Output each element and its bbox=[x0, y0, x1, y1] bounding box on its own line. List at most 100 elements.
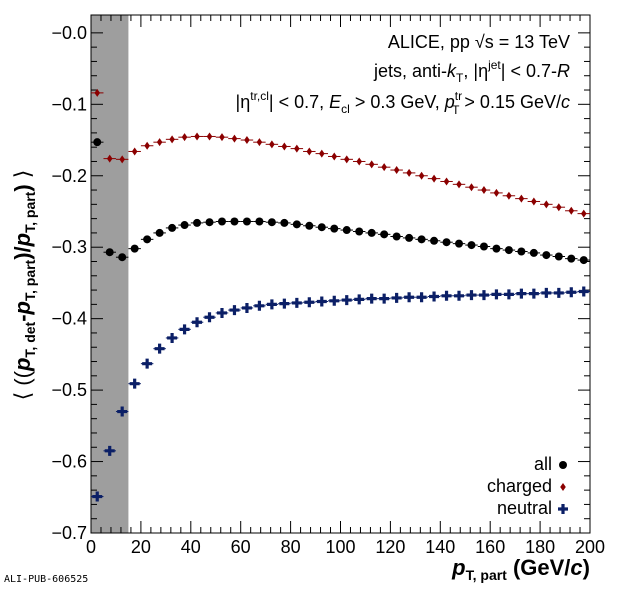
data-point-charged bbox=[381, 163, 387, 172]
data-point-all bbox=[479, 242, 488, 251]
data-point-charged bbox=[406, 168, 412, 177]
data-point-all bbox=[143, 235, 152, 244]
data-point-charged bbox=[131, 147, 138, 156]
data-point-neutral bbox=[454, 290, 465, 301]
x-tick-label: 0 bbox=[86, 537, 96, 557]
legend-label-neutral: neutral bbox=[497, 498, 552, 518]
data-point-all bbox=[267, 218, 276, 227]
data-point-all bbox=[517, 247, 526, 256]
legend-label-all: all bbox=[534, 454, 552, 474]
data-point-charged bbox=[580, 209, 587, 218]
data-point-charged bbox=[456, 180, 462, 189]
data-point-neutral bbox=[391, 292, 402, 303]
data-point-neutral bbox=[329, 295, 340, 306]
x-axis-ticks: 0 20 40 60 80 100 120 140 160 180 200 bbox=[86, 15, 605, 557]
x-tick-label: 40 bbox=[181, 537, 201, 557]
y-axis-ticks: −0.0 −0.1 −0.2 −0.3 −0.4 −0.5 −0.6 −0.7 bbox=[51, 23, 590, 543]
data-point-neutral bbox=[179, 324, 190, 335]
y-tick-label: −0.3 bbox=[51, 237, 87, 257]
series-all bbox=[91, 138, 590, 265]
data-point-charged bbox=[206, 132, 213, 141]
data-point-all bbox=[567, 254, 576, 263]
data-point-all bbox=[579, 256, 588, 265]
data-point-all bbox=[492, 244, 501, 253]
data-point-all bbox=[330, 224, 339, 233]
x-tick-label: 80 bbox=[281, 537, 301, 557]
data-point-charged bbox=[306, 147, 313, 156]
y-tick-label: −0.4 bbox=[51, 309, 87, 329]
data-point-neutral bbox=[192, 317, 203, 328]
data-point-charged bbox=[368, 160, 375, 169]
data-point-neutral bbox=[379, 293, 390, 304]
data-point-all bbox=[105, 248, 114, 257]
data-point-charged bbox=[443, 177, 450, 186]
legend-marker-neutral bbox=[558, 504, 568, 514]
data-point-all bbox=[380, 230, 389, 239]
data-point-charged bbox=[106, 154, 113, 163]
data-point-all bbox=[455, 239, 464, 248]
data-point-charged bbox=[181, 133, 188, 142]
data-point-charged bbox=[543, 200, 550, 209]
data-point-neutral bbox=[104, 445, 115, 456]
data-point-charged bbox=[244, 136, 250, 145]
data-point-all bbox=[217, 217, 226, 226]
data-point-all bbox=[342, 226, 351, 235]
data-point-neutral bbox=[129, 378, 140, 389]
annotation-line3: |ηtr,cl| < 0.7, Ecl > 0.3 GeV, ptr T > 0.… bbox=[236, 89, 570, 117]
data-point-charged bbox=[343, 155, 350, 164]
data-point-all bbox=[118, 253, 127, 262]
x-axis-label: pT, part (GeV/c) bbox=[451, 555, 590, 583]
data-point-charged bbox=[231, 134, 238, 143]
data-point-neutral bbox=[304, 297, 315, 308]
data-point-charged bbox=[568, 206, 575, 215]
data-point-all bbox=[554, 252, 563, 261]
data-point-neutral bbox=[441, 290, 452, 301]
data-point-all bbox=[168, 223, 177, 232]
data-point-all bbox=[317, 223, 326, 232]
publication-id: ALI-PUB-606525 bbox=[4, 574, 89, 585]
data-point-neutral bbox=[416, 292, 427, 303]
data-point-all bbox=[417, 235, 426, 244]
data-point-neutral bbox=[341, 295, 352, 306]
data-point-all bbox=[230, 217, 239, 226]
data-point-all bbox=[130, 244, 139, 253]
data-point-neutral bbox=[354, 294, 365, 305]
data-point-charged bbox=[393, 166, 400, 175]
data-point-charged bbox=[94, 88, 101, 97]
legend-label-charged: charged bbox=[487, 476, 552, 496]
y-axis-label: ⟨ ((pT, det-pT, part)/pT, part) ⟩ bbox=[10, 170, 38, 401]
annotation-line1: ALICE, pp √s = 13 TeV bbox=[388, 32, 570, 52]
data-point-charged bbox=[481, 186, 487, 195]
data-point-all bbox=[405, 233, 414, 242]
data-point-neutral bbox=[578, 286, 589, 297]
y-tick-label: −0.5 bbox=[51, 380, 87, 400]
legend-marker-charged bbox=[560, 483, 566, 491]
data-point-neutral bbox=[528, 288, 539, 299]
data-point-charged bbox=[156, 138, 163, 147]
data-point-all bbox=[467, 241, 476, 250]
data-point-charged bbox=[219, 133, 225, 142]
data-point-all bbox=[155, 228, 164, 237]
data-point-charged bbox=[431, 174, 437, 183]
data-point-neutral bbox=[279, 298, 290, 309]
data-point-neutral bbox=[266, 299, 277, 310]
data-point-neutral bbox=[229, 305, 240, 316]
legend-markers bbox=[558, 461, 568, 514]
data-point-charged bbox=[493, 188, 500, 197]
data-point-charged bbox=[318, 149, 325, 158]
data-point-all bbox=[292, 220, 301, 229]
data-point-neutral bbox=[404, 292, 415, 303]
y-tick-label: −0.0 bbox=[51, 23, 87, 43]
data-point-all bbox=[392, 232, 401, 241]
data-point-all bbox=[205, 218, 214, 227]
data-point-neutral bbox=[503, 289, 514, 300]
series-charged bbox=[91, 88, 590, 218]
data-point-neutral bbox=[566, 287, 577, 298]
data-point-charged bbox=[468, 183, 475, 192]
data-point-all bbox=[180, 221, 189, 230]
data-point-charged bbox=[506, 191, 512, 200]
series-neutral bbox=[91, 286, 590, 502]
data-point-charged bbox=[331, 152, 338, 161]
data-point-all bbox=[355, 227, 364, 236]
